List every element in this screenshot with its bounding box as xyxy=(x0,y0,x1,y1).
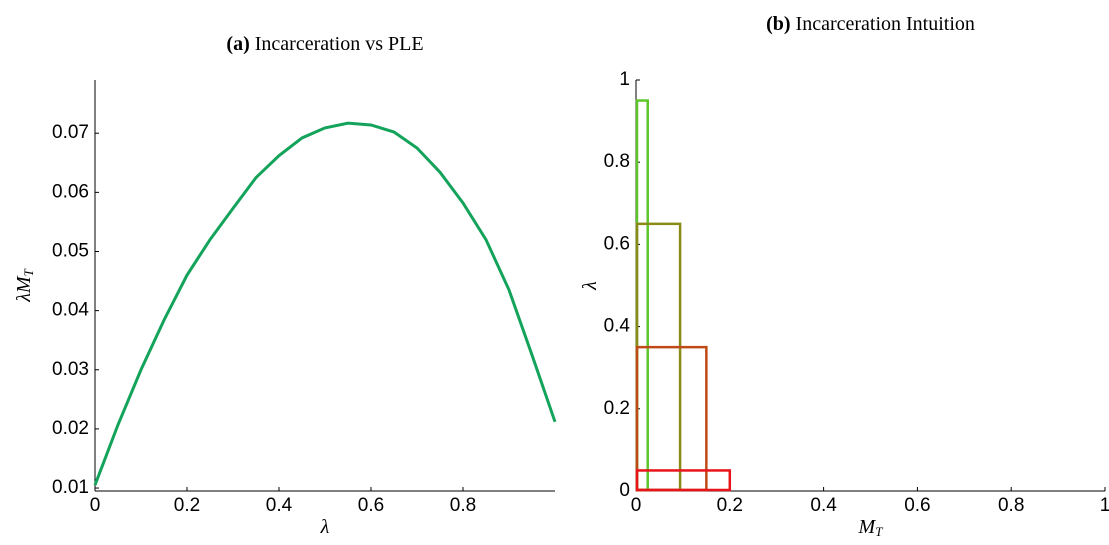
x-tick-label: 0.8 xyxy=(998,495,1024,516)
x-label-main: λ xyxy=(320,516,330,538)
y-axis-label: λMT xyxy=(13,268,36,302)
x-tick-label: 0.6 xyxy=(904,495,930,516)
x-tick-label: 0.6 xyxy=(358,495,384,516)
rectangle xyxy=(635,99,649,492)
x-tick-label: 0 xyxy=(631,495,642,516)
x-tick-label: 0.2 xyxy=(174,495,200,516)
y-tick-label: 0 xyxy=(619,480,630,501)
y-tick-label: 0.4 xyxy=(604,316,631,337)
x-tick-label: 0.4 xyxy=(266,495,293,516)
x-label-sub: T xyxy=(875,524,883,539)
y-tick-label: 0.02 xyxy=(52,418,89,439)
x-tick-label: 0.8 xyxy=(450,495,476,516)
y-tick-label: 0.8 xyxy=(604,151,630,172)
x-tick-label: 0.4 xyxy=(810,495,837,516)
y-tick-label: 0.6 xyxy=(604,233,630,254)
chart-title: (b) Incarceration Intuition xyxy=(766,13,975,35)
y-tick-label: 0.07 xyxy=(52,122,89,143)
x-tick-label: 0.2 xyxy=(717,495,743,516)
title-label: (b) xyxy=(766,13,790,35)
rectangle xyxy=(635,469,732,492)
x-tick-label: 0 xyxy=(90,495,101,516)
chart-title: (a) Incarceration vs PLE xyxy=(226,33,423,55)
y-tick-label: 1 xyxy=(619,69,630,90)
line xyxy=(93,121,557,486)
y-tick-label: 0.04 xyxy=(52,300,89,321)
rectangle xyxy=(635,222,682,492)
y-label-main: λM xyxy=(13,275,35,303)
y-label-sub: T xyxy=(21,268,36,276)
y-label-main: λ xyxy=(579,281,601,291)
y-tick-label: 0.05 xyxy=(52,241,89,262)
x-tick-label: 1 xyxy=(1100,495,1109,516)
title-text: Incarceration vs PLE xyxy=(255,33,424,55)
title-label: (a) xyxy=(226,33,249,55)
y-axis-label: λ xyxy=(579,281,601,291)
y-tick-label: 0.01 xyxy=(52,477,89,498)
x-axis-label: MT xyxy=(858,516,884,539)
y-tick-label: 0.2 xyxy=(604,398,630,419)
y-tick-label: 0.06 xyxy=(52,181,89,202)
title-text: Incarceration Intuition xyxy=(796,13,975,35)
x-label-main: M xyxy=(858,516,877,538)
x-axis-label: λ xyxy=(320,516,330,538)
y-tick-label: 0.03 xyxy=(52,359,89,380)
